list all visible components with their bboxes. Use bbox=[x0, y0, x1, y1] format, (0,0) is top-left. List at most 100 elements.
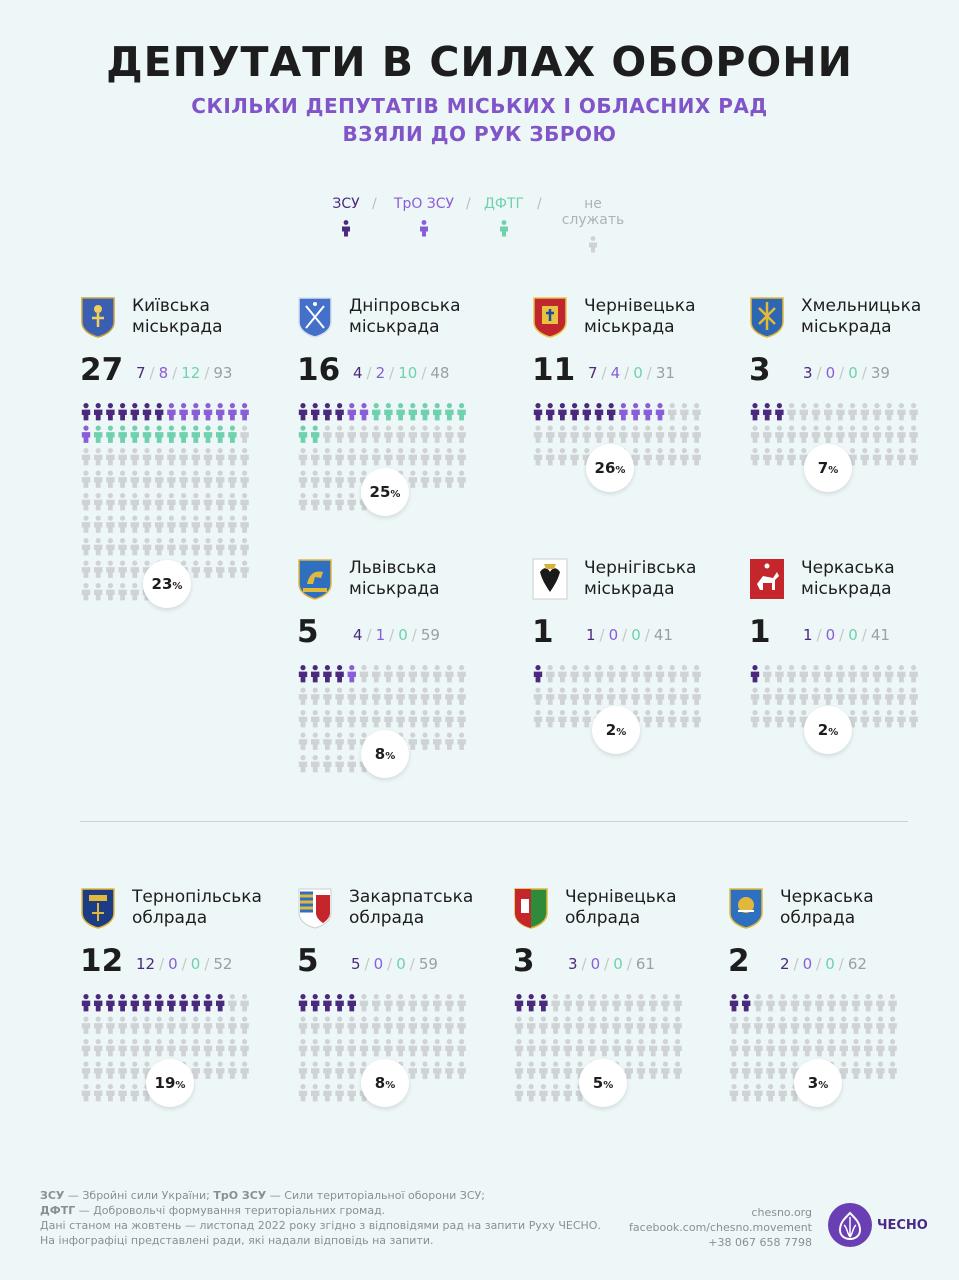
deputy-person-icon bbox=[799, 403, 808, 421]
deputy-person-icon bbox=[673, 994, 682, 1012]
deputy-person-icon bbox=[359, 665, 369, 683]
deputy-person-icon bbox=[191, 448, 200, 466]
deputy-person-icon bbox=[81, 425, 91, 443]
tro-count: 0 bbox=[825, 364, 836, 382]
deputy-person-icon bbox=[298, 994, 308, 1012]
deputy-person-icon bbox=[335, 755, 344, 773]
council-name: Дніпровська міськрада bbox=[349, 296, 461, 337]
deputy-person-icon bbox=[851, 994, 861, 1012]
deputy-person-icon bbox=[142, 448, 152, 466]
deputy-person-icon bbox=[457, 1061, 466, 1079]
deputy-person-icon bbox=[94, 1084, 103, 1102]
deputy-person-icon bbox=[570, 687, 579, 705]
deputy-person-icon bbox=[551, 1084, 560, 1102]
deputy-person-icon bbox=[408, 425, 417, 443]
not-serving-count: 59 bbox=[420, 626, 440, 644]
deputy-person-icon bbox=[655, 710, 665, 728]
deputy-person-icon bbox=[848, 665, 857, 683]
total-serving: 3 bbox=[749, 352, 771, 388]
deputy-person-icon bbox=[661, 1039, 670, 1057]
deputy-person-icon bbox=[811, 425, 821, 443]
deputy-person-icon bbox=[191, 515, 200, 533]
deputy-person-icon bbox=[81, 994, 91, 1012]
deputy-person-icon bbox=[631, 425, 640, 443]
deputy-person-icon bbox=[742, 1084, 751, 1102]
deputy-person-icon bbox=[142, 425, 152, 443]
deputy-person-icon bbox=[335, 448, 344, 466]
deputy-person-icon bbox=[909, 710, 918, 728]
zsu-count: 5 bbox=[351, 955, 361, 973]
deputy-person-icon bbox=[885, 403, 894, 421]
footnote-line: ДФТГ — Добровольчі формування територіал… bbox=[40, 1204, 386, 1217]
deputy-person-icon bbox=[347, 1039, 356, 1057]
deputy-person-icon bbox=[240, 425, 249, 443]
deputy-person-icon bbox=[766, 1039, 775, 1057]
deputy-person-icon bbox=[457, 448, 466, 466]
deputy-person-icon bbox=[445, 1016, 454, 1034]
deputy-person-icon bbox=[106, 1016, 115, 1034]
deputy-person-icon bbox=[631, 403, 640, 421]
deputy-person-icon bbox=[558, 425, 567, 443]
deputy-person-icon bbox=[167, 538, 176, 556]
deputy-person-icon bbox=[335, 1061, 344, 1079]
deputy-person-icon bbox=[754, 1061, 763, 1079]
site-link[interactable]: chesno.org bbox=[751, 1206, 812, 1219]
deputy-person-icon bbox=[323, 1084, 332, 1102]
deputy-person-icon bbox=[347, 1016, 356, 1034]
deputy-person-icon bbox=[311, 1016, 320, 1034]
deputy-person-icon bbox=[106, 1061, 115, 1079]
deputy-person-icon bbox=[240, 448, 249, 466]
deputy-person-icon bbox=[384, 425, 393, 443]
dftg-count: 0 bbox=[825, 955, 835, 973]
deputy-person-icon bbox=[827, 994, 836, 1012]
deputy-person-icon bbox=[359, 403, 369, 421]
percent-badge: 8% bbox=[361, 1059, 409, 1107]
deputy-person-icon bbox=[216, 448, 225, 466]
deputy-person-icon bbox=[298, 687, 308, 705]
deputy-person-icon bbox=[815, 994, 824, 1012]
deputy-person-icon bbox=[94, 994, 103, 1012]
deputy-person-icon bbox=[619, 403, 628, 421]
deputy-person-icon bbox=[631, 687, 640, 705]
deputy-person-icon bbox=[216, 470, 225, 488]
deputy-person-icon bbox=[347, 425, 356, 443]
deputy-person-icon bbox=[155, 470, 164, 488]
deputy-person-icon bbox=[335, 470, 344, 488]
deputy-person-icon bbox=[433, 732, 442, 750]
deputy-person-icon bbox=[897, 448, 906, 466]
deputy-person-icon bbox=[563, 1084, 572, 1102]
breakdown: 3/0/0/39 bbox=[803, 364, 890, 382]
deputy-person-icon bbox=[787, 448, 796, 466]
page-subtitle: СКІЛЬКИ ДЕПУТАТІВ МІСЬКИХ І ОБЛАСНИХ РАД… bbox=[0, 92, 959, 148]
breakdown: 4/1/0/59 bbox=[353, 626, 440, 644]
deputy-person-icon bbox=[372, 994, 381, 1012]
deputy-person-icon bbox=[118, 515, 127, 533]
deputy-person-icon bbox=[546, 448, 555, 466]
deputy-person-icon bbox=[155, 493, 164, 511]
deputy-person-icon bbox=[323, 403, 332, 421]
deputy-person-icon bbox=[692, 710, 701, 728]
deputy-person-icon bbox=[742, 1039, 751, 1057]
deputy-person-icon bbox=[445, 994, 454, 1012]
deputy-person-icon bbox=[551, 1061, 560, 1079]
deputy-person-icon bbox=[457, 403, 466, 421]
deputy-person-icon bbox=[872, 425, 882, 443]
breakdown: 5/0/0/59 bbox=[351, 955, 438, 973]
deputy-person-icon bbox=[335, 710, 344, 728]
deputy-person-icon bbox=[575, 1016, 585, 1034]
deputy-person-icon bbox=[179, 994, 188, 1012]
footnote-line: Дані станом на жовтень — листопад 2022 р… bbox=[40, 1219, 601, 1232]
deputy-person-icon bbox=[347, 403, 356, 421]
deputy-person-icon bbox=[803, 994, 812, 1012]
deputy-person-icon bbox=[94, 493, 103, 511]
deputy-person-icon bbox=[240, 470, 249, 488]
deputy-person-icon bbox=[588, 994, 597, 1012]
deputy-person-icon bbox=[94, 560, 103, 578]
deputy-person-icon bbox=[191, 425, 200, 443]
deputy-person-icon bbox=[527, 1016, 536, 1034]
chernivtsi-city-emblem bbox=[533, 297, 567, 338]
dftg-count: 0 bbox=[613, 955, 623, 973]
not-serving-count: 39 bbox=[870, 364, 890, 382]
deputy-person-icon bbox=[130, 493, 139, 511]
facebook-link[interactable]: facebook.com/chesno.movement bbox=[629, 1221, 812, 1234]
